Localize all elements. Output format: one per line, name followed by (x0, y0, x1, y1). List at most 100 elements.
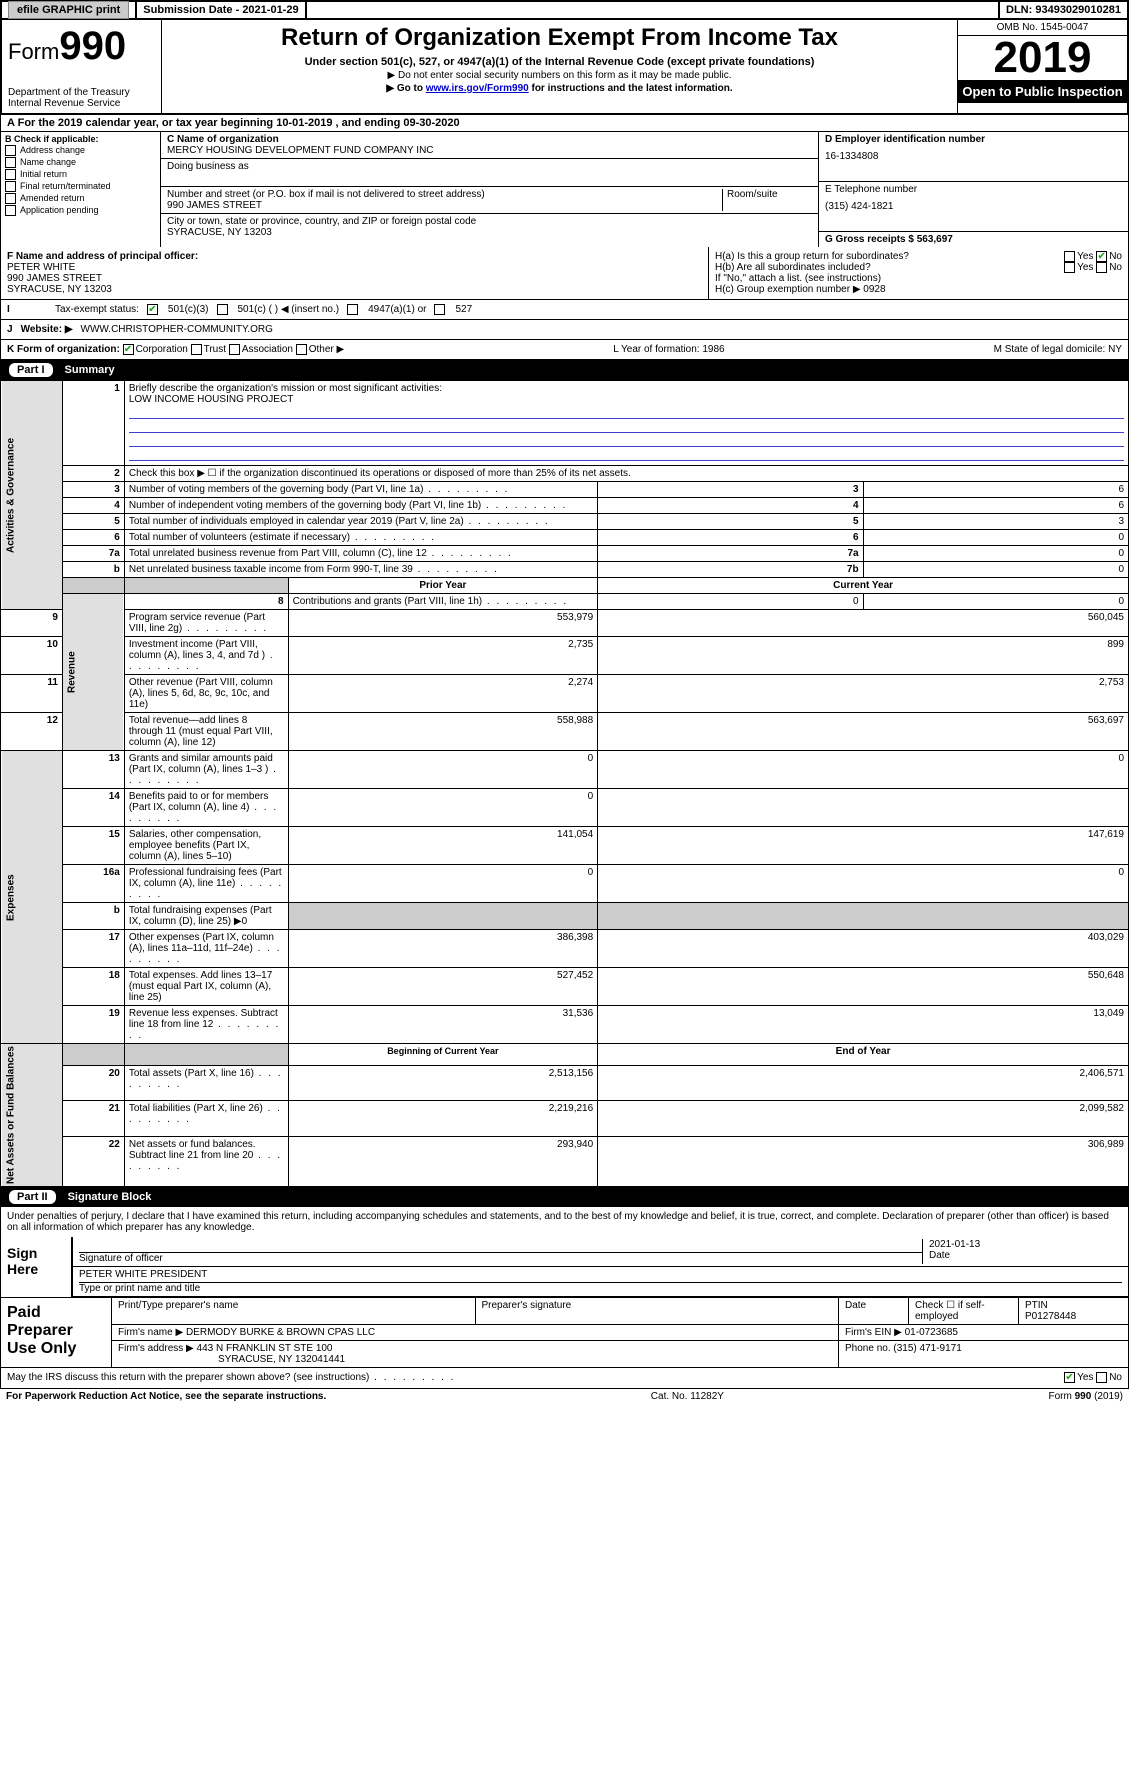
goto-pre: ▶ Go to (386, 83, 425, 94)
sig-date: 2021-01-13 (929, 1239, 1122, 1250)
note-goto: ▶ Go to www.irs.gov/Form990 for instruct… (166, 83, 953, 94)
mission-label: Briefly describe the organization's miss… (129, 383, 442, 394)
goto-post: for instructions and the latest informat… (529, 83, 733, 94)
open-public-badge: Open to Public Inspection (958, 80, 1127, 103)
top-bar: efile GRAPHIC print Submission Date - 20… (0, 0, 1129, 20)
phone-label: E Telephone number (825, 184, 1122, 195)
begin-year-hdr: Beginning of Current Year (288, 1044, 598, 1065)
hc-label: H(c) Group exemption number ▶ 0928 (715, 284, 1122, 295)
cb-name-change[interactable]: Name change (5, 157, 156, 168)
boxes-bcdefg: B Check if applicable: Address change Na… (0, 132, 1129, 247)
cb-discuss-no[interactable] (1096, 1372, 1107, 1383)
table-row: 5Total number of individuals employed in… (1, 514, 1129, 530)
cb-corp[interactable] (123, 344, 134, 355)
city-label: City or town, state or province, country… (167, 216, 812, 227)
irs-link[interactable]: www.irs.gov/Form990 (426, 83, 529, 94)
officer-label: F Name and address of principal officer: (7, 251, 702, 262)
street-address: 990 JAMES STREET (167, 200, 722, 211)
paid-preparer-title: Paid Preparer Use Only (1, 1298, 111, 1367)
footer: For Paperwork Reduction Act Notice, see … (0, 1389, 1129, 1404)
cb-label: Address change (20, 145, 85, 155)
box-b-title: B Check if applicable: (5, 134, 156, 144)
opt-other: Other ▶ (309, 344, 344, 355)
year-header-row: Prior YearCurrent Year (1, 578, 1129, 594)
cb-address-change[interactable]: Address change (5, 145, 156, 156)
part2-header: Part II Signature Block (0, 1187, 1129, 1207)
hb-answer: Yes No (1064, 262, 1122, 273)
firm-name: DERMODY BURKE & BROWN CPAS LLC (186, 1327, 375, 1338)
footer-mid: Cat. No. 11282Y (651, 1391, 724, 1402)
firm-addr-label: Firm's address ▶ (118, 1343, 194, 1354)
part1-header: Part I Summary (0, 360, 1129, 380)
efile-button[interactable]: efile GRAPHIC print (8, 1, 129, 19)
ein-value: 16-1334808 (825, 151, 1122, 162)
box-b: B Check if applicable: Address change Na… (1, 132, 161, 247)
ha-answer: Yes No (1064, 251, 1122, 262)
cb-501c[interactable] (217, 304, 228, 315)
cb-final-return[interactable]: Final return/terminated (5, 181, 156, 192)
line-num: 1 (62, 381, 124, 466)
firm-ein-label: Firm's EIN ▶ (845, 1327, 902, 1338)
table-row: 7aTotal unrelated business revenue from … (1, 546, 1129, 562)
table-row: bTotal fundraising expenses (Part IX, co… (1, 903, 1129, 930)
end-year-hdr: End of Year (598, 1044, 1129, 1065)
korg-row: K Form of organization: Corporation Trus… (0, 340, 1129, 360)
footer-right: Form 990 (2019) (1049, 1391, 1124, 1402)
sig-officer-label: Signature of officer (79, 1253, 163, 1264)
tax-exempt-row: I Tax-exempt status: 501(c)(3) 501(c) ( … (0, 300, 1129, 320)
table-row: 20Total assets (Part X, line 16)2,513,15… (1, 1065, 1129, 1101)
table-row: 11Other revenue (Part VIII, column (A), … (1, 675, 1129, 713)
phone-value: (315) 424-1821 (825, 201, 1122, 212)
ptin-value: P01278448 (1025, 1311, 1076, 1322)
cb-501c3[interactable] (147, 304, 158, 315)
website-value: WWW.CHRISTOPHER-COMMUNITY.ORG (81, 324, 273, 335)
officer-name: PETER WHITE (7, 262, 702, 273)
form-prefix: Form (8, 39, 59, 64)
cb-initial-return[interactable]: Initial return (5, 169, 156, 180)
city-state-zip: SYRACUSE, NY 13203 (167, 227, 812, 238)
ha-label: H(a) Is this a group return for subordin… (715, 251, 909, 262)
firm-addr2: SYRACUSE, NY 132041441 (218, 1354, 345, 1365)
dln: DLN: 93493029010281 (998, 2, 1127, 18)
cb-527[interactable] (434, 304, 445, 315)
cb-other[interactable] (296, 344, 307, 355)
org-name-label: C Name of organization (167, 134, 812, 145)
opt-trust: Trust (204, 344, 226, 355)
curr-year-hdr: Current Year (598, 578, 1129, 594)
table-row: 18Total expenses. Add lines 13–17 (must … (1, 968, 1129, 1006)
dba-label: Doing business as (167, 161, 812, 172)
opt-4947: 4947(a)(1) or (368, 304, 426, 315)
tax-status-label: Tax-exempt status: (55, 304, 139, 315)
self-employed-hdr: Check ☐ if self-employed (908, 1298, 1018, 1324)
box-f: F Name and address of principal officer:… (1, 247, 708, 299)
table-row: 12Total revenue—add lines 8 through 11 (… (1, 713, 1129, 751)
submission-date: Submission Date - 2021-01-29 (137, 2, 306, 18)
opt-501c: 501(c) ( ) ◀ (insert no.) (238, 304, 340, 315)
cb-amended[interactable]: Amended return (5, 193, 156, 204)
cb-application-pending[interactable]: Application pending (5, 205, 156, 216)
table-row: 16aProfessional fundraising fees (Part I… (1, 865, 1129, 903)
side-net-assets: Net Assets or Fund Balances (1, 1044, 63, 1187)
preparer-sig-hdr: Preparer's signature (475, 1298, 839, 1324)
discuss-row: May the IRS discuss this return with the… (0, 1368, 1129, 1388)
line-2: Check this box ▶ ☐ if the organization d… (124, 466, 1128, 482)
period-row: A For the 2019 calendar year, or tax yea… (0, 115, 1129, 132)
cb-4947[interactable] (347, 304, 358, 315)
table-row: bNet unrelated business taxable income f… (1, 562, 1129, 578)
ein-label: D Employer identification number (825, 134, 1122, 145)
footer-left: For Paperwork Reduction Act Notice, see … (6, 1391, 326, 1402)
addr-label: Number and street (or P.O. box if mail i… (167, 189, 722, 200)
officer-addr2: SYRACUSE, NY 13203 (7, 284, 702, 295)
cb-discuss-yes[interactable] (1064, 1372, 1075, 1383)
cb-trust[interactable] (191, 344, 202, 355)
table-row: 10Investment income (Part VIII, column (… (1, 637, 1129, 675)
cb-assoc[interactable] (229, 344, 240, 355)
period-text: For the 2019 calendar year, or tax year … (18, 117, 460, 129)
perjury-text: Under penalties of perjury, I declare th… (1, 1207, 1128, 1237)
table-row: 17Other expenses (Part IX, column (A), l… (1, 930, 1129, 968)
ptin-label: PTIN (1025, 1300, 1048, 1311)
table-row: 15Salaries, other compensation, employee… (1, 827, 1129, 865)
irs-label: Internal Revenue Service (8, 98, 155, 109)
line-1: Briefly describe the organization's miss… (124, 381, 1128, 466)
side-revenue: Revenue (62, 594, 124, 751)
